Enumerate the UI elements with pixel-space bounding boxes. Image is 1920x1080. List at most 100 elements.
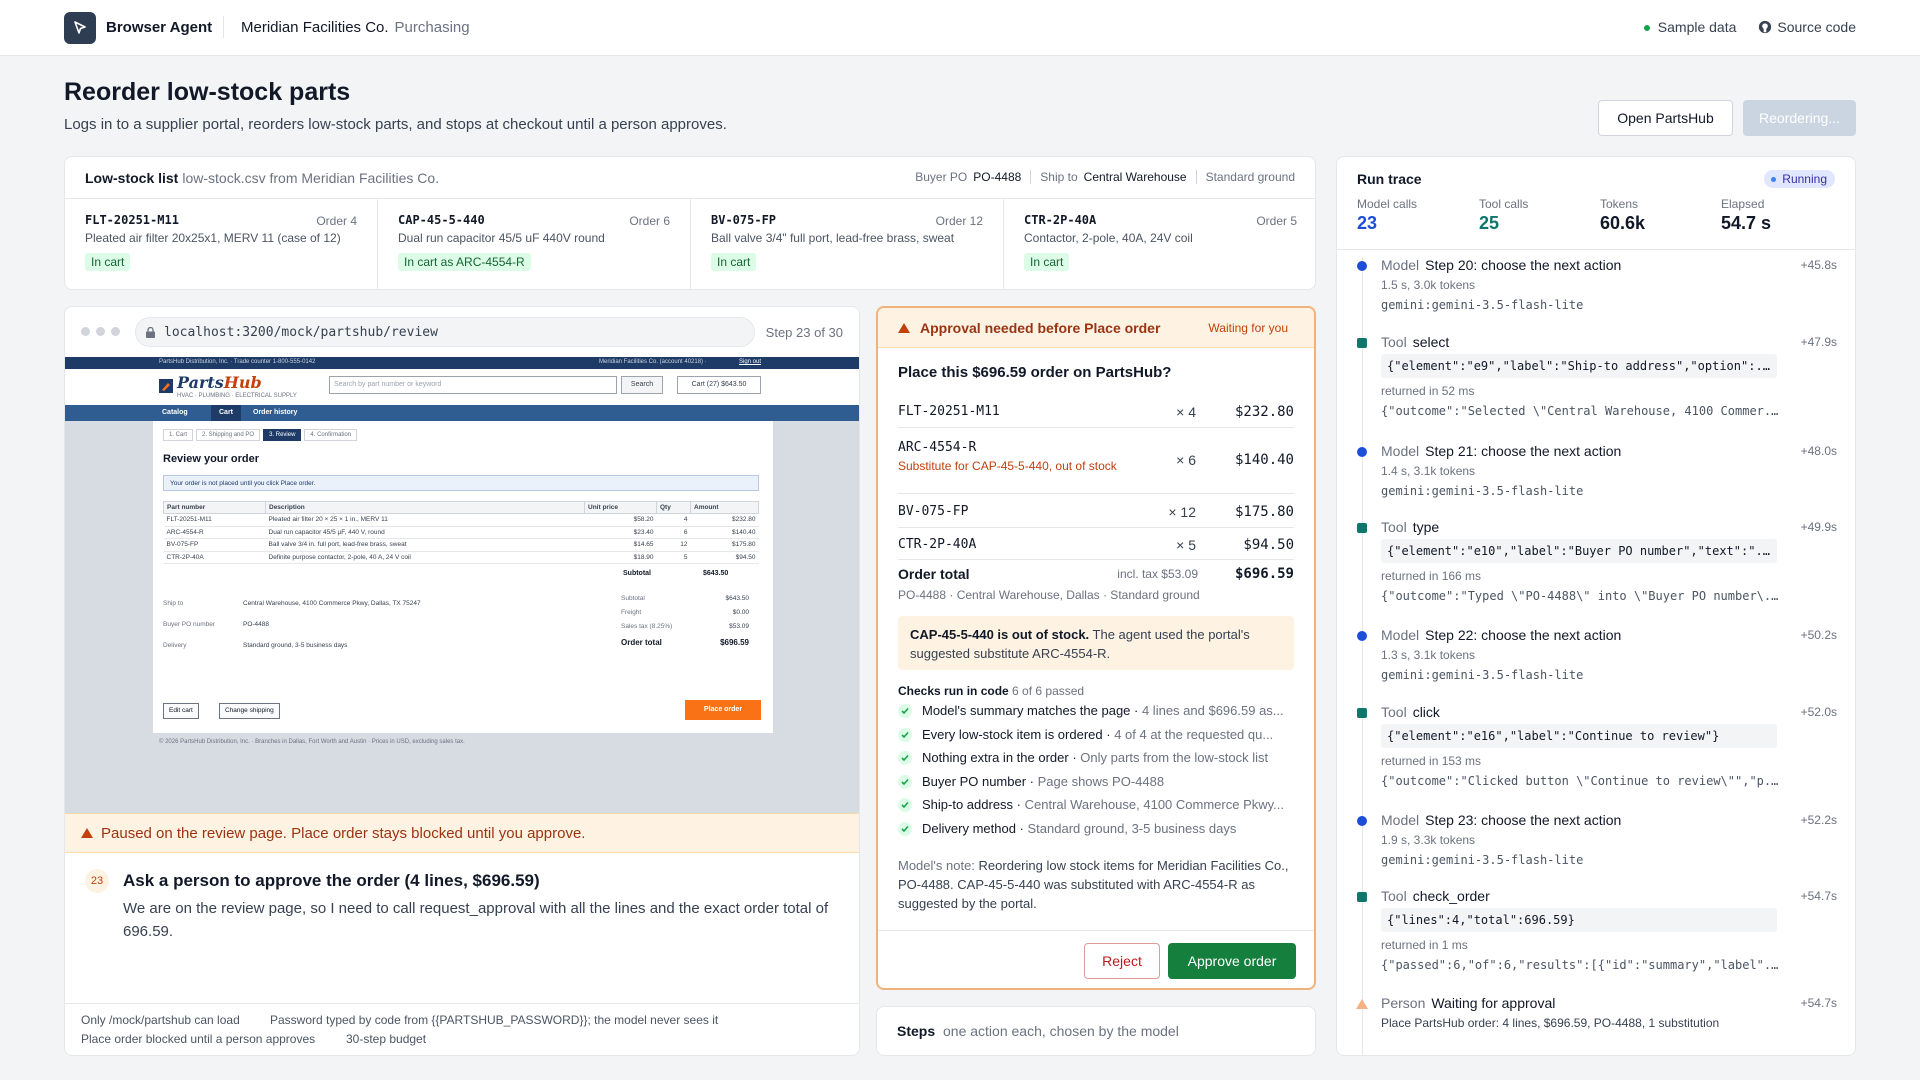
line-sku: CTR-2P-40A: [898, 537, 977, 552]
url-text: localhost:3200/mock/partshub/review: [164, 325, 438, 340]
cell: Ball valve 3/4 in. full port, lead-free …: [265, 538, 585, 552]
event-time: +49.9s: [1800, 520, 1837, 534]
check-detail: Only parts from the low-stock list: [1080, 750, 1269, 765]
freight-label: Freight: [621, 609, 642, 616]
delivery-row: Delivery Standard ground, 3-5 business da…: [163, 635, 421, 656]
portal-search-input[interactable]: Search by part number or keyword: [329, 376, 617, 394]
order-total-value: $696.59: [1234, 566, 1294, 582]
order-total-value: $696.59: [720, 638, 749, 647]
model-note-label: Model's note:: [898, 858, 975, 873]
checkout-step[interactable]: 2. Shipping and PO: [196, 429, 261, 441]
check-item: Every low-stock item is ordered · 4 of 4…: [898, 727, 1298, 742]
stat-value: 60.6k: [1600, 213, 1646, 233]
delivery-value: Standard ground, 3-5 business days: [243, 642, 348, 649]
browser-panel: localhost:3200/mock/partshub/review Step…: [64, 306, 860, 1056]
trace-stat: Model calls 23: [1357, 197, 1417, 234]
totals-freight: Freight $0.00: [621, 606, 749, 620]
timeline-rail: [1362, 257, 1363, 1055]
org-name: Meridian Facilities Co. Purchasing: [241, 19, 470, 36]
low-stock-item: CAP-45-5-440 Order 6 Dual run capacitor …: [378, 199, 691, 290]
cell: FLT-20251-M11: [163, 513, 266, 527]
check-icon: [898, 798, 912, 812]
portal-account: Meridian Facilities Co. (account 40218) …: [599, 359, 707, 365]
cell: $18.90: [584, 551, 657, 564]
item-sku: BV-075-FP: [711, 213, 777, 227]
reject-button[interactable]: Reject: [1084, 943, 1160, 979]
subtotal-value: $643.50: [703, 570, 729, 577]
model-call-icon: [1357, 631, 1367, 641]
order-line: ARC-4554-R Substitute for CAP-45-5-440, …: [898, 428, 1294, 494]
totals-subtotal-value: $643.50: [725, 595, 750, 602]
portal-search-button[interactable]: Search: [621, 376, 663, 394]
address-bar[interactable]: localhost:3200/mock/partshub/review: [135, 317, 755, 347]
event-stats: 1.4 s, 3.1k tokens: [1381, 464, 1476, 478]
reordering-button[interactable]: Reordering...: [1743, 100, 1856, 136]
portal-cart-button[interactable]: Cart (27) $643.50: [677, 376, 761, 394]
edit-cart-button[interactable]: Edit cart: [163, 703, 199, 719]
cell: Dual run capacitor 45/5 µF, 440 V, round: [265, 526, 585, 539]
item-sku: CTR-2P-40A: [1024, 213, 1097, 227]
source-code-link[interactable]: Source code: [1758, 19, 1856, 35]
event-kind: Person Waiting for approval: [1381, 995, 1555, 1011]
check-name: Delivery method: [922, 820, 1016, 836]
event-time: +52.2s: [1800, 813, 1837, 827]
trace-stat: Elapsed 54.7 s: [1721, 197, 1771, 234]
window-dot-icon: [111, 327, 120, 336]
event-name: Step 23: choose the next action: [1425, 812, 1622, 828]
event-name: click: [1412, 704, 1440, 720]
tool-result: {"outcome":"Selected \"Central Warehouse…: [1381, 404, 1781, 418]
low-stock-title-text: Low-stock list: [85, 170, 179, 186]
check-detail: 4 lines and $696.59 as...: [1141, 703, 1284, 718]
totals-subtotal-label: Subtotal: [621, 595, 645, 602]
top-links: Sample data Source code: [1643, 19, 1856, 35]
event-summary: Place PartsHub order: 4 lines, $696.59, …: [1381, 1016, 1720, 1030]
place-order-button[interactable]: Place order: [685, 700, 761, 720]
totals-subtotal: Subtotal $643.50: [621, 592, 749, 606]
steps-panel[interactable]: Steps one action each, chosen by the mod…: [876, 1006, 1316, 1056]
open-partshub-button[interactable]: Open PartsHub: [1598, 100, 1733, 136]
approve-order-button[interactable]: Approve order: [1168, 943, 1296, 979]
check-name: Nothing extra in the order: [922, 750, 1069, 765]
item-description: Dual run capacitor 45/5 uF 440V round: [398, 231, 605, 245]
event-kind: Tool select: [1381, 334, 1449, 350]
portal-contact: PartsHub Distribution, Inc. · Trade coun…: [159, 359, 316, 365]
event-duration: returned in 52 ms: [1381, 384, 1475, 398]
divider: [1030, 170, 1032, 184]
item-sku: FLT-20251-M11: [85, 213, 179, 227]
event-time: +48.0s: [1800, 444, 1837, 458]
review-notice: Your order is not placed until you click…: [163, 475, 759, 491]
checks-count: 6 of 6 passed: [1012, 684, 1085, 698]
approval-title: Approval needed before Place order: [920, 320, 1161, 336]
portal-sign-out[interactable]: Sign out: [739, 359, 762, 365]
portal-nav-order-history[interactable]: Order history: [253, 409, 298, 416]
out-of-stock-notice: CAP-45-5-440 is out of stock. The agent …: [898, 616, 1294, 670]
event-time: +50.2s: [1800, 628, 1837, 642]
portal-nav-cart[interactable]: Cart: [211, 405, 242, 421]
event-kind-label: Model: [1381, 443, 1420, 459]
portal-logo-icon: [159, 379, 173, 393]
item-description: Contactor, 2-pole, 40A, 24V coil: [1024, 231, 1193, 245]
approval-header: Approval needed before Place order Waiti…: [878, 308, 1314, 348]
low-stock-title: Low-stock list low-stock.csv from Meridia…: [85, 170, 439, 186]
checkout-step-current[interactable]: 3. Review: [263, 429, 302, 441]
event-model: gemini:gemini-3.5-flash-lite: [1381, 668, 1584, 682]
event-kind: Model Step 21: choose the next action: [1381, 443, 1621, 459]
check-icon: [898, 727, 912, 742]
stat-label: Tokens: [1600, 197, 1639, 211]
line-price: $94.50: [1243, 537, 1294, 553]
event-kind-label: Tool: [1381, 334, 1407, 350]
checkout-step[interactable]: 1. Cart: [163, 429, 194, 441]
item-description: Pleated air filter 20x25x1, MERV 11 (cas…: [85, 231, 341, 245]
checkout-step: 4. Confirmation: [304, 429, 358, 441]
steps-subtitle: one action each, chosen by the model: [943, 1023, 1179, 1039]
approval-actions: Reject Approve order: [878, 930, 1314, 988]
item-qty: Order 6: [629, 214, 670, 228]
table-subtotal: Subtotal $643.50: [623, 570, 728, 577]
event-kind: Tool check_order: [1381, 888, 1490, 904]
cell: 5: [656, 551, 691, 564]
line-price: $175.80: [1234, 504, 1294, 520]
change-shipping-button[interactable]: Change shipping: [219, 703, 280, 719]
portal-nav-catalog[interactable]: Catalog: [162, 409, 188, 416]
low-stock-card: Low-stock list low-stock.csv from Meridia…: [64, 156, 1316, 290]
portal-top-strip: PartsHub Distribution, Inc. · Trade coun…: [65, 357, 859, 369]
